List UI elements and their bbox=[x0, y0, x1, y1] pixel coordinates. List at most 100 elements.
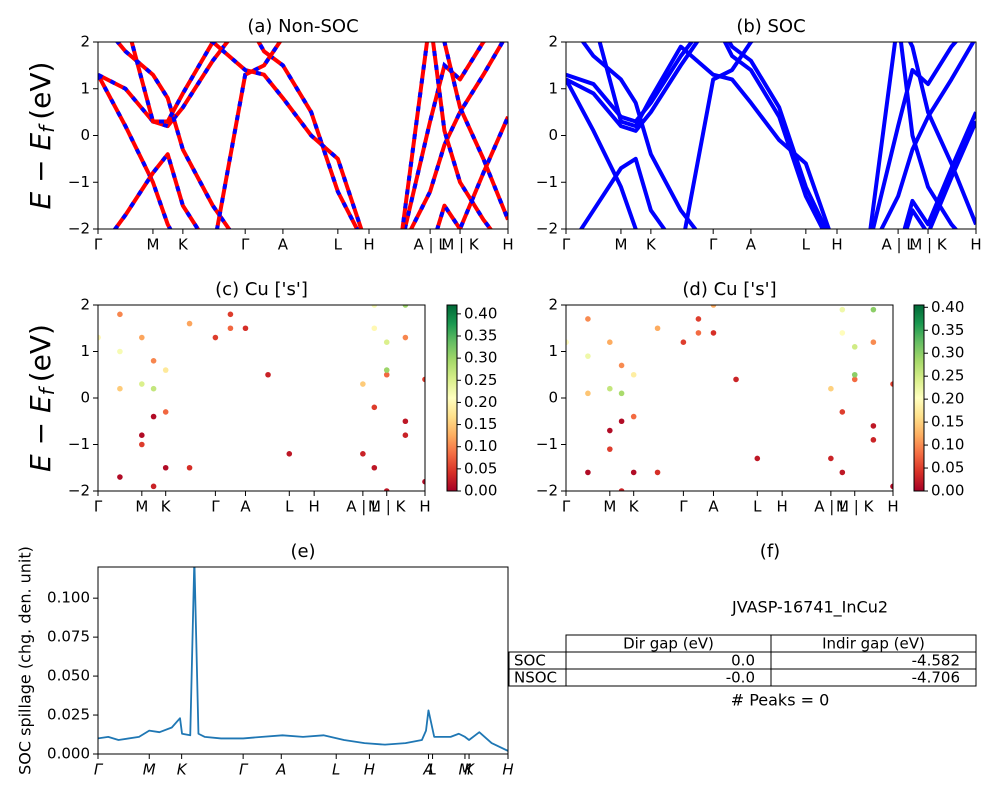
plot-frame bbox=[97, 41, 509, 230]
y-tick-label: 1 bbox=[548, 342, 558, 360]
weight-point bbox=[117, 311, 123, 318]
y-tick-label: 2 bbox=[548, 33, 558, 51]
weight-point bbox=[265, 511, 271, 517]
weight-point bbox=[117, 348, 123, 355]
x-tick-label: Γ bbox=[94, 498, 103, 516]
weight-point bbox=[139, 441, 145, 448]
weight-point bbox=[890, 483, 893, 490]
weight-point bbox=[402, 418, 409, 425]
weight-point bbox=[139, 432, 145, 439]
weight-point bbox=[265, 511, 271, 517]
y-axis-label: E − Ef (eV) bbox=[24, 324, 59, 472]
weight-point bbox=[695, 316, 702, 322]
x-tick-label: L bbox=[334, 236, 343, 254]
weight-point bbox=[187, 511, 193, 517]
colorbar bbox=[446, 304, 458, 492]
weight-point bbox=[286, 451, 293, 457]
weight-point bbox=[630, 469, 637, 476]
colorbar-tick-label: 0.00 bbox=[931, 482, 964, 500]
weight-point bbox=[828, 279, 834, 285]
table-panel: (f) JVASP-16741_InCu2 Dir gap (eV) Indir ga… bbox=[508, 541, 977, 710]
x-tick-label: A bbox=[708, 498, 719, 516]
weight-point bbox=[607, 446, 613, 452]
panel-title: (a) Non-SOC bbox=[247, 16, 358, 37]
colorbar-tick-label: 0.35 bbox=[464, 327, 497, 345]
colorbar-tick-label: 0.40 bbox=[464, 304, 497, 322]
x-tick-label: M | K bbox=[368, 498, 407, 516]
band-line-dash bbox=[115, 42, 487, 229]
weight-point bbox=[139, 334, 145, 341]
table-cell-text: -4.582 bbox=[912, 652, 960, 670]
weight-point bbox=[311, 279, 317, 285]
weight-point bbox=[585, 469, 591, 476]
weight-point bbox=[117, 385, 123, 392]
weight-point bbox=[585, 353, 591, 359]
table-header: Dir gap (eV) bbox=[623, 635, 714, 653]
weight-point bbox=[228, 511, 234, 517]
colorbar-tick-label: 0.35 bbox=[931, 321, 964, 339]
x-tick-label: H bbox=[970, 236, 981, 254]
x-tick-label: L bbox=[753, 498, 762, 516]
weight-point bbox=[654, 469, 661, 476]
weight-point bbox=[227, 325, 234, 332]
weight-point bbox=[618, 488, 625, 491]
plot-area bbox=[98, 279, 425, 517]
weight-point bbox=[681, 516, 687, 522]
table-cell-text: -0.0 bbox=[726, 669, 755, 687]
x-tick-label: K bbox=[629, 498, 640, 516]
band-line bbox=[129, 42, 493, 229]
panel-title: (e) bbox=[290, 541, 315, 562]
weight-point bbox=[607, 427, 613, 434]
x-tick-label: M bbox=[458, 761, 471, 779]
x-tick-label: K bbox=[161, 498, 172, 516]
y-tick-label: 0 bbox=[80, 126, 90, 144]
y-tick-label: 0 bbox=[80, 389, 90, 407]
weight-point bbox=[402, 432, 409, 439]
band-line bbox=[566, 42, 976, 229]
weight-point bbox=[566, 339, 569, 345]
weight-point bbox=[383, 488, 390, 491]
panel-title: (c) Cu ['s'] bbox=[215, 279, 308, 300]
weight-point bbox=[696, 511, 702, 517]
x-tick-label: A | L bbox=[346, 498, 380, 516]
colorbar-tick-label: 0.05 bbox=[931, 459, 964, 477]
y-tick-label: 0.075 bbox=[47, 628, 90, 646]
plot-frame bbox=[97, 304, 426, 492]
weight-point bbox=[563, 279, 569, 285]
x-tick-label: Γ bbox=[562, 498, 571, 516]
weight-point bbox=[839, 409, 846, 415]
weight-point bbox=[710, 330, 717, 336]
colorbar-tick-label: 0.15 bbox=[931, 413, 964, 431]
y-tick-label: 0.025 bbox=[47, 706, 90, 724]
weight-point bbox=[360, 451, 366, 457]
colorbar-tick-label: 0.25 bbox=[464, 371, 497, 389]
colorbar-tick-label: 0.25 bbox=[931, 367, 964, 385]
weight-point bbox=[804, 516, 810, 522]
weight-point bbox=[265, 371, 271, 378]
x-tick-label: A bbox=[240, 498, 251, 516]
weight-point bbox=[828, 516, 834, 522]
weight-point bbox=[631, 516, 637, 522]
weight-point bbox=[162, 409, 169, 415]
x-tick-label: H bbox=[502, 761, 513, 779]
x-tick-label: A | L bbox=[814, 498, 848, 516]
weight-point bbox=[402, 334, 409, 341]
weight-point bbox=[779, 516, 785, 522]
weight-point bbox=[779, 279, 785, 285]
x-tick-label: M bbox=[614, 236, 627, 254]
x-tick-label: H bbox=[831, 236, 842, 254]
weight-point bbox=[585, 316, 591, 322]
weight-point bbox=[150, 483, 157, 490]
weight-point bbox=[680, 339, 687, 346]
weight-point bbox=[828, 455, 834, 462]
weight-point bbox=[618, 418, 625, 425]
weight-point bbox=[655, 516, 661, 522]
weight-point bbox=[150, 413, 157, 420]
band-line bbox=[597, 42, 959, 229]
colorbar-tick-label: 0.30 bbox=[931, 344, 964, 362]
plot-frame bbox=[565, 304, 894, 492]
x-tick-label: A bbox=[746, 236, 757, 254]
x-tick-label: A | L bbox=[881, 236, 915, 254]
